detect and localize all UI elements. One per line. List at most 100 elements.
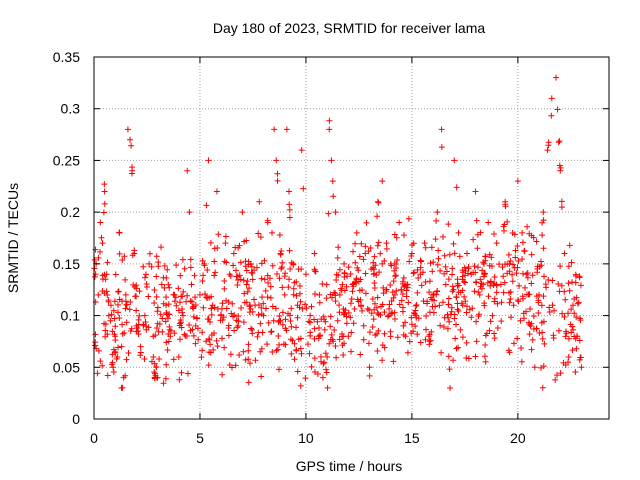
data-point [227,272,234,279]
data-point [101,181,108,188]
data-point [274,346,281,353]
data-point [258,260,265,267]
data-point [269,303,276,310]
data-point [577,354,584,361]
data-point [474,264,481,271]
data-point [137,349,144,356]
data-point [231,312,238,319]
data-point [102,327,109,334]
data-point [230,313,237,320]
data-point [369,324,376,331]
data-point [350,248,357,255]
data-point [110,307,117,314]
data-point [507,258,514,265]
x-tick-label: 20 [510,430,526,446]
data-point [179,305,185,312]
data-point [394,256,401,263]
data-point [353,229,360,236]
data-point [480,260,487,267]
data-point [529,336,536,343]
data-point [538,258,545,265]
data-point [506,268,513,275]
data-point [465,264,472,271]
data-point [496,261,503,268]
data-point [480,281,487,288]
data-point [332,298,339,305]
data-point [241,290,248,297]
data-point [176,376,183,383]
data-point [463,354,470,361]
data-point [562,333,569,340]
data-point [426,289,433,296]
data-point [519,239,526,246]
data-point [527,305,534,312]
data-point [379,178,386,185]
chart-title: Day 180 of 2023, SRMTID for receiver lam… [213,20,486,36]
data-point [408,314,415,321]
data-point [323,281,330,288]
data-point [430,259,437,266]
data-point [576,273,583,280]
data-point [491,274,498,281]
data-point [573,294,580,301]
data-point [493,289,500,296]
data-point [288,323,295,330]
data-point [116,250,123,257]
data-point [302,271,309,278]
data-point [475,289,482,296]
data-point [92,339,99,346]
data-point [127,136,134,143]
data-point [453,345,460,352]
data-point [569,302,576,309]
data-point [110,364,117,371]
data-point [184,370,191,377]
data-point [339,342,346,349]
x-tick-label: 5 [196,430,204,446]
data-point [515,297,522,304]
data-point [493,240,500,247]
data-point [360,322,367,329]
data-point [145,293,152,300]
data-point [474,231,481,238]
data-point [446,251,453,258]
data-point [433,217,440,224]
data-point [509,278,516,285]
data-point [189,304,196,311]
data-point [412,302,419,309]
data-point [364,305,371,312]
data-point [204,316,211,323]
data-point [528,346,535,353]
data-point [393,234,400,241]
data-point [104,259,111,266]
data-point [445,301,452,308]
data-point [362,250,369,257]
data-point [279,321,286,328]
data-point [372,332,379,339]
data-point [502,261,509,268]
data-point [188,298,195,305]
data-point [160,380,167,387]
data-point [249,276,256,283]
data-point [151,360,158,367]
data-point [236,352,243,359]
data-point [369,296,376,303]
data-point [95,254,102,261]
data-point [161,262,168,269]
data-point [113,355,120,362]
data-point [471,288,478,295]
data-point [159,315,166,322]
data-point [402,333,409,340]
data-point [439,233,446,240]
data-point [329,294,336,301]
data-point [163,339,170,346]
data-point [426,278,433,285]
data-point [264,217,271,224]
data-point [380,284,387,291]
data-point [251,296,258,303]
data-point [215,231,222,238]
data-point [555,327,562,334]
data-point [201,262,208,269]
data-point [514,243,521,250]
data-point [389,289,396,296]
data-point [462,267,469,274]
